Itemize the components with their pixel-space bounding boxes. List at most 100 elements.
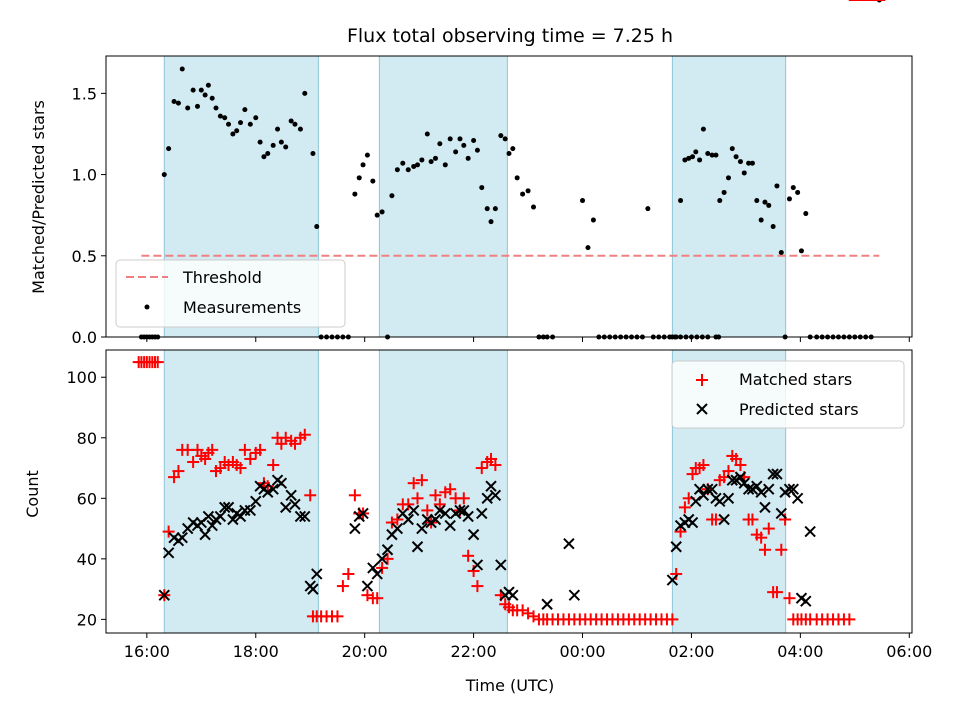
measurement-point	[166, 146, 172, 152]
predicted-star-point	[670, 541, 682, 553]
measurement-point	[288, 118, 294, 124]
measurement-point	[198, 87, 204, 93]
matched-star-point	[489, 459, 502, 472]
predicted-star-point	[763, 483, 775, 495]
predicted-star-point	[299, 510, 311, 523]
matched-star-point	[421, 504, 434, 517]
matched-star-point	[762, 522, 775, 535]
predicted-star-point	[381, 544, 394, 556]
matched-star-point	[238, 443, 251, 456]
predicted-star-point	[199, 528, 211, 541]
measurement-point	[678, 198, 684, 204]
matched-star-point	[407, 477, 420, 490]
matched-star-point	[391, 513, 404, 526]
observing-window-2	[671, 55, 787, 338]
measurement-point	[175, 100, 181, 106]
measurement-point	[700, 126, 706, 132]
measurement-point	[364, 152, 370, 158]
predicted-star-point	[800, 595, 812, 607]
matched-star-point	[411, 492, 424, 505]
bottom-y-ticks: 20 40 60 80 100	[66, 368, 106, 629]
top-legend: Threshold Measurements	[115, 259, 346, 328]
measurement-point	[432, 155, 438, 161]
matched-star-point	[758, 543, 771, 556]
measurement-point	[766, 202, 772, 208]
measurement-point	[457, 136, 463, 142]
measurement-point	[185, 105, 191, 111]
matched-star-point	[348, 489, 361, 502]
predicted-star-point	[563, 538, 575, 550]
predicted-star-point	[706, 483, 718, 495]
predicted-star-point	[275, 477, 288, 489]
matched-star-point	[770, 586, 783, 599]
top-ytick-label: 1.5	[72, 84, 97, 103]
bottom-ytick-label: 20	[77, 610, 97, 629]
measurement-point	[442, 162, 448, 168]
measurement-point	[171, 98, 177, 104]
matched-star-point	[162, 525, 175, 538]
predicted-star-point	[759, 501, 771, 514]
measurement-points	[138, 0, 882, 340]
measurement-point	[580, 198, 586, 204]
predicted-star-point	[361, 580, 374, 592]
measurement-point	[247, 121, 253, 127]
measurement-point	[749, 160, 755, 166]
predicted-star-point	[693, 483, 706, 495]
predicted-star-point	[222, 501, 235, 514]
measurement-point	[379, 209, 385, 215]
xtick-label: 00:00	[559, 642, 605, 661]
measurement-point	[394, 167, 400, 173]
matched-star-point	[267, 459, 280, 472]
predicted-star-point	[734, 471, 747, 483]
predicted-star-point	[429, 513, 442, 526]
top-ytick-label: 0.5	[72, 247, 97, 266]
measurement-point	[400, 160, 406, 166]
predicted-star-point	[176, 531, 188, 544]
measurement-point	[374, 212, 380, 218]
measurement-point	[278, 139, 284, 145]
matched-star-point	[429, 489, 442, 502]
measurement-point	[697, 157, 703, 163]
xtick-label: 22:00	[451, 642, 497, 661]
measurement-point	[746, 160, 752, 166]
predicted-star-point	[367, 562, 379, 574]
observing-window-1	[378, 55, 508, 338]
measurement-point	[415, 162, 421, 168]
measurement-point	[645, 206, 651, 212]
count-points	[132, 0, 886, 626]
measurement-point	[265, 150, 271, 156]
predicted-star-point	[444, 519, 456, 532]
xtick-label: 18:00	[233, 642, 279, 661]
matched-star-point	[734, 459, 747, 472]
matched-star-point	[244, 452, 257, 465]
matched-star-point	[670, 567, 683, 580]
measurement-point	[405, 167, 411, 173]
predicted-star-point	[775, 507, 788, 520]
legend-predicted-label: Predicted stars	[739, 400, 859, 419]
measurement-point	[737, 159, 743, 165]
measurement-point	[484, 206, 490, 212]
matched-star-point	[288, 437, 301, 450]
measurement-point	[498, 133, 504, 139]
predicted-star-point	[507, 589, 519, 601]
measurement-point	[302, 90, 308, 96]
measurement-point	[741, 170, 747, 176]
measurement-point	[234, 128, 240, 134]
measurement-point	[352, 191, 358, 197]
matched-star-point	[415, 474, 428, 487]
predicted-star-point	[495, 559, 507, 571]
predicted-star-point	[416, 522, 428, 535]
measurement-point	[213, 105, 219, 111]
measurement-point	[531, 204, 537, 210]
predicted-star-point	[702, 483, 714, 495]
measurement-point	[461, 142, 467, 148]
measurement-point	[795, 189, 801, 195]
measurement-point	[356, 175, 362, 181]
measurement-point	[270, 142, 276, 148]
predicted-star-point	[162, 547, 175, 559]
predicted-star-point	[755, 486, 767, 498]
predicted-star-point	[391, 522, 404, 535]
measurement-point	[690, 154, 696, 160]
xtick-label: 02:00	[668, 642, 714, 661]
predicted-star-point	[481, 492, 493, 505]
